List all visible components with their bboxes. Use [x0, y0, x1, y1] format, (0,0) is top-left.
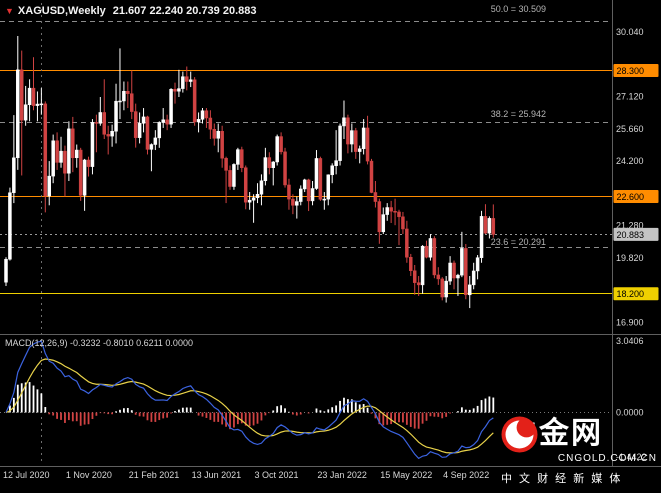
- fibo-label-236: 23.6 = 20.291: [490, 237, 546, 247]
- svg-text:28.300: 28.300: [617, 66, 645, 76]
- chart-header: ▼ XAGUSD,Weekly 21.607 22.240 20.739 20.88…: [5, 5, 257, 17]
- svg-text:24.200: 24.200: [616, 156, 644, 166]
- svg-text:16.900: 16.900: [616, 317, 644, 327]
- svg-text:3.0406: 3.0406: [616, 336, 644, 346]
- svg-text:18.200: 18.200: [617, 289, 645, 299]
- svg-text:0.0000: 0.0000: [616, 408, 644, 418]
- svg-text:23 Jan 2022: 23 Jan 2022: [317, 470, 367, 480]
- cngold-logo-icon: [501, 416, 538, 453]
- fibo-label-382: 38.2 = 25.942: [490, 109, 546, 119]
- svg-text:25.660: 25.660: [616, 124, 644, 134]
- fibo-label-50: 50.0 = 30.509: [490, 4, 546, 14]
- watermark-tagline: 中 文 财 经 新 媒 体: [501, 473, 623, 485]
- macd-layer: [0, 340, 612, 460]
- macd-axis: 3.0406 0.0000 -1.4422: [616, 336, 647, 462]
- svg-text:13 Jun 2021: 13 Jun 2021: [192, 470, 242, 480]
- svg-text:21 Feb 2021: 21 Feb 2021: [129, 470, 180, 480]
- svg-text:3 Oct 2021: 3 Oct 2021: [255, 470, 299, 480]
- svg-text:27.120: 27.120: [616, 92, 644, 102]
- time-axis: 12 Jul 2020 1 Nov 2020 21 Feb 2021 13 Jun 2…: [3, 470, 489, 480]
- svg-text:19.820: 19.820: [616, 253, 644, 263]
- symbol-title: XAGUSD,Weekly: [17, 5, 106, 17]
- svg-text:-1.4422: -1.4422: [616, 452, 647, 462]
- svg-text:4 Sep 2022: 4 Sep 2022: [443, 470, 489, 480]
- price-axis: 30.040 27.120 25.660 24.200 21.280 19.820 16.9…: [613, 27, 659, 327]
- watermark: 中金网 CNGOLD.COM.CN 中 文 财 经 新 媒 体: [501, 416, 661, 486]
- svg-text:1 Nov 2020: 1 Nov 2020: [66, 470, 112, 480]
- svg-text:22.600: 22.600: [617, 192, 645, 202]
- watermark-domain: CNGOLD.COM.CN: [557, 453, 657, 464]
- symbol-dropdown-icon[interactable]: ▼: [5, 6, 14, 16]
- svg-text:12 Jul 2020: 12 Jul 2020: [3, 470, 50, 480]
- candles-layer: [4, 35, 496, 309]
- ohlc-values: 21.607 22.240 20.739 20.883: [112, 5, 257, 17]
- svg-text:20.883: 20.883: [617, 230, 645, 240]
- price-levels-layer: [0, 3, 612, 463]
- macd-indicator-label: MACD(12,26,9) -0.3232 -0.8010 0.6211 0.0…: [5, 338, 193, 348]
- svg-text:21.280: 21.280: [616, 221, 644, 231]
- separators-layer: [0, 0, 661, 467]
- svg-text:15 May 2022: 15 May 2022: [380, 470, 432, 480]
- svg-text:30.040: 30.040: [616, 27, 644, 37]
